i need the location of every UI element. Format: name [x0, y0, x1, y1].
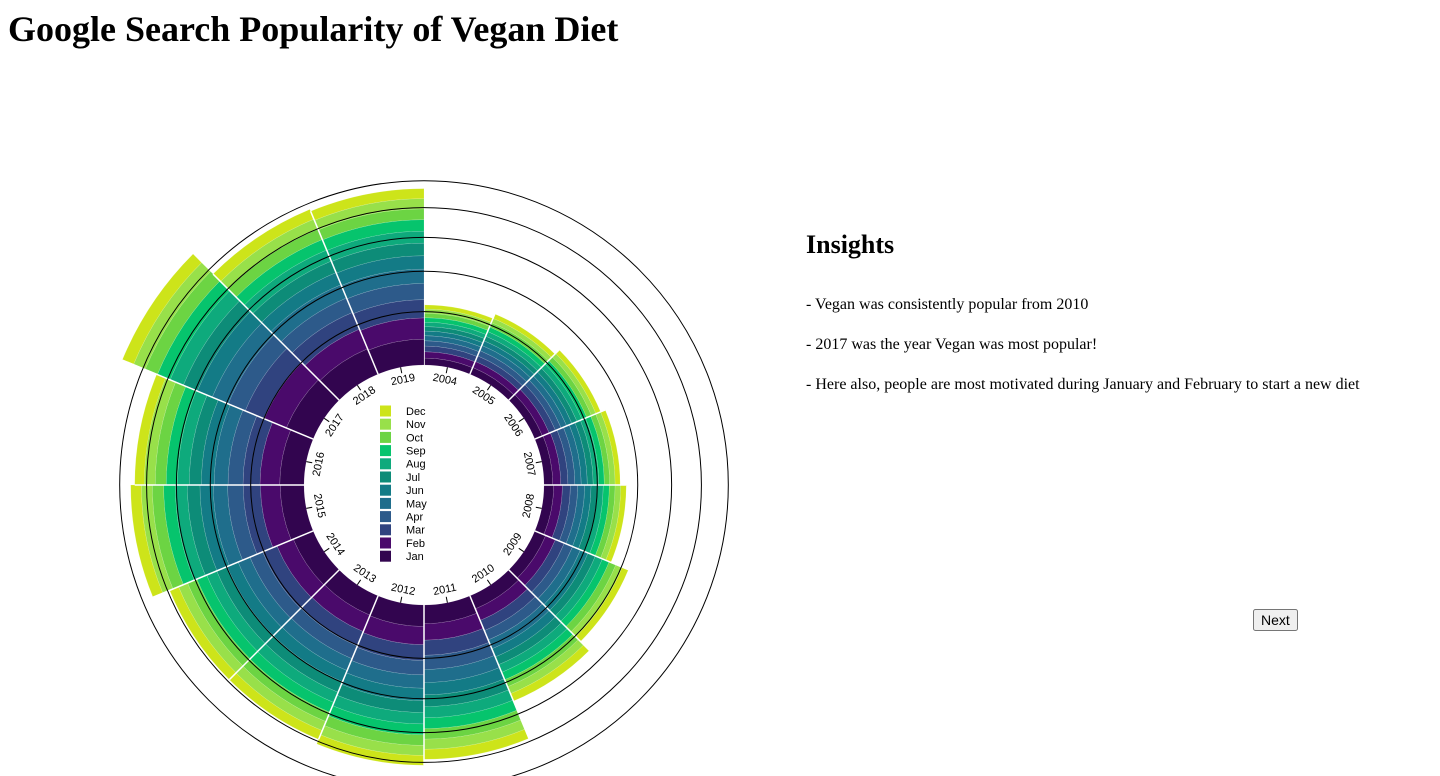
legend-swatch — [380, 445, 391, 457]
legend-label: Jun — [406, 485, 424, 497]
legend-swatch — [380, 511, 391, 523]
wedge-separator — [534, 409, 606, 440]
wedge-separator — [469, 595, 530, 739]
bar-segment — [317, 208, 425, 241]
year-tick — [323, 417, 330, 423]
year-label: 2004 — [432, 372, 458, 389]
legend-swatch — [380, 524, 391, 536]
bar-segment — [359, 317, 425, 351]
year-label: 2010 — [470, 562, 497, 586]
bar-segment — [314, 198, 425, 231]
year-tick — [400, 367, 403, 374]
legend-swatch — [380, 458, 391, 470]
insight: - 2017 was the year Vegan was most popul… — [806, 336, 1098, 353]
year-label: 2013 — [351, 562, 378, 586]
wedge-separator — [212, 273, 340, 401]
year-tick — [486, 579, 492, 586]
grid-circle — [119, 180, 729, 776]
year-label: 2005 — [470, 384, 497, 408]
insights-panel: Insights - Vegan was consistently popula… — [806, 230, 1360, 416]
year-tick — [518, 547, 525, 553]
legend-label: Apr — [406, 512, 423, 524]
wedge-separator — [508, 349, 560, 401]
year-tick — [356, 384, 362, 391]
year-tick — [356, 579, 362, 586]
bar-segment — [121, 253, 202, 365]
year-label: 2018 — [351, 384, 378, 408]
wedge-separator — [534, 530, 629, 571]
insight: - Here also, people are most motivated d… — [806, 376, 1360, 393]
legend-label: Sep — [406, 446, 426, 458]
legend-label: Dec — [406, 406, 426, 418]
legend-label: Aug — [406, 459, 426, 471]
year-label: 2014 — [323, 531, 347, 558]
bar-segment — [346, 283, 425, 315]
wedge-separator — [121, 359, 314, 440]
legend-swatch — [380, 484, 391, 496]
year-tick — [486, 384, 492, 391]
chart: 2004200520062007200820092010201120122013… — [119, 180, 729, 776]
legend-label: Jan — [406, 551, 424, 563]
legend-label: Nov — [406, 419, 426, 431]
next-button[interactable]: Next — [1253, 609, 1298, 631]
year-label: 2015 — [311, 493, 328, 519]
year-tick — [306, 461, 313, 464]
wedge-separator — [152, 530, 314, 598]
legend-label: Mar — [406, 525, 425, 537]
insights-title: Insights — [806, 230, 895, 259]
legend-swatch — [380, 471, 391, 483]
legend-label: May — [406, 498, 427, 510]
legend-swatch — [380, 418, 391, 430]
legend-label: Jul — [406, 472, 420, 484]
year-tick — [323, 547, 330, 553]
year-label: 2011 — [432, 582, 458, 598]
grid-circle — [209, 270, 639, 700]
legend-label: Oct — [406, 432, 423, 444]
wedge-separator — [309, 210, 379, 375]
legend-swatch — [380, 431, 391, 443]
year-tick — [535, 461, 542, 464]
bar-segment — [322, 219, 425, 251]
year-label: 2006 — [501, 412, 525, 439]
legend-swatch — [380, 497, 391, 509]
grid-circle — [175, 236, 673, 734]
insight: - Vegan was consistently popular from 20… — [806, 296, 1089, 313]
legend-label: Feb — [406, 538, 425, 550]
wedge-separator — [228, 569, 340, 681]
grid-circle — [250, 311, 598, 659]
year-label: 2019 — [390, 372, 416, 389]
legend-swatch — [380, 550, 391, 562]
bar-segment — [310, 188, 425, 221]
year-label: 2009 — [501, 531, 525, 558]
year-tick — [535, 506, 542, 509]
year-label: 2017 — [323, 412, 347, 439]
year-label: 2012 — [390, 582, 416, 599]
year-label: 2008 — [521, 493, 538, 519]
page-title: Google Search Popularity of Vegan Diet — [8, 9, 619, 49]
wedge-separator — [469, 313, 496, 375]
legend-swatch — [380, 405, 391, 417]
year-tick — [400, 596, 403, 603]
year-label: 2007 — [521, 451, 538, 477]
year-tick — [445, 596, 448, 603]
year-tick — [306, 506, 313, 509]
wedge-separator — [508, 569, 590, 651]
bar-segment — [341, 268, 425, 300]
wedge-separator — [317, 595, 379, 740]
bar-segment — [335, 255, 425, 286]
year-tick — [518, 417, 525, 423]
year-tick — [445, 367, 448, 374]
grid-circle — [146, 207, 702, 763]
bar-segment — [331, 242, 425, 274]
legend-swatch — [380, 537, 391, 549]
year-label: 2016 — [311, 451, 328, 477]
